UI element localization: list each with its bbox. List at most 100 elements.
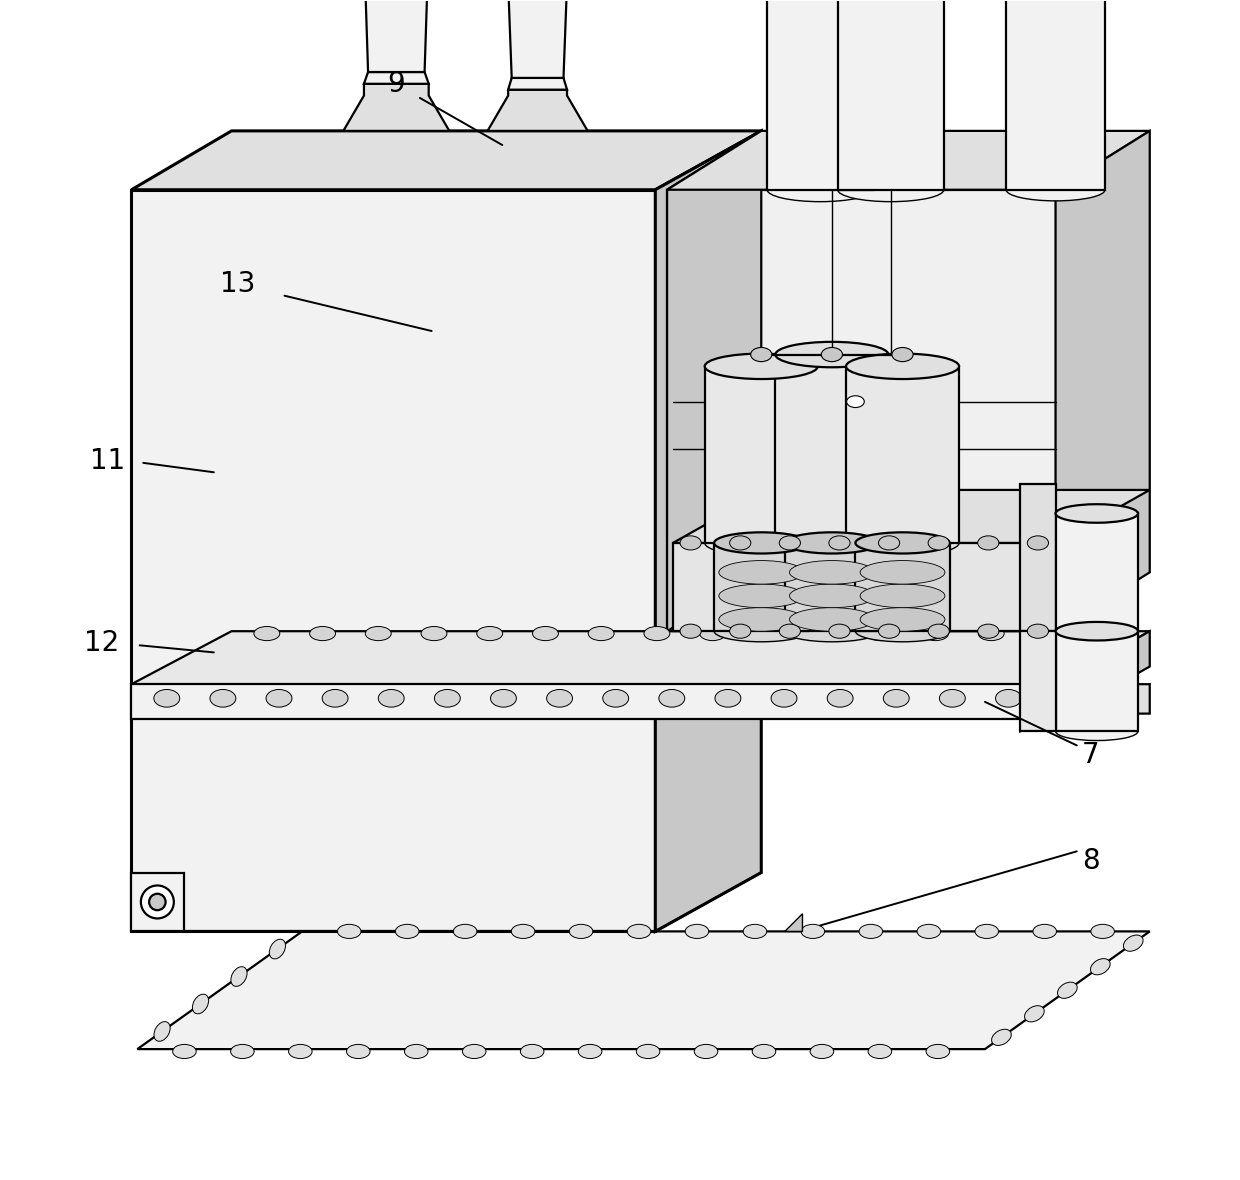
- Ellipse shape: [699, 627, 725, 641]
- Polygon shape: [508, 78, 567, 90]
- Text: 11: 11: [91, 446, 125, 474]
- Polygon shape: [1055, 631, 1138, 732]
- Text: 12: 12: [84, 629, 119, 657]
- Ellipse shape: [154, 689, 180, 707]
- Ellipse shape: [714, 532, 808, 553]
- Ellipse shape: [878, 536, 900, 550]
- Ellipse shape: [511, 924, 534, 938]
- Ellipse shape: [719, 560, 804, 584]
- Ellipse shape: [859, 924, 883, 938]
- Polygon shape: [667, 131, 761, 631]
- Polygon shape: [856, 543, 950, 631]
- Ellipse shape: [801, 924, 825, 938]
- Polygon shape: [1021, 484, 1055, 631]
- Polygon shape: [714, 543, 808, 631]
- Ellipse shape: [1006, 178, 1105, 201]
- Ellipse shape: [868, 1044, 892, 1058]
- Polygon shape: [131, 872, 185, 931]
- Polygon shape: [1055, 131, 1149, 631]
- Polygon shape: [361, 0, 432, 72]
- Polygon shape: [673, 490, 1149, 543]
- Ellipse shape: [210, 689, 236, 707]
- Ellipse shape: [785, 621, 879, 642]
- Ellipse shape: [828, 624, 851, 638]
- Ellipse shape: [977, 536, 999, 550]
- Ellipse shape: [454, 924, 477, 938]
- Ellipse shape: [532, 627, 558, 641]
- Ellipse shape: [476, 627, 502, 641]
- Ellipse shape: [775, 530, 888, 556]
- Ellipse shape: [569, 924, 593, 938]
- Ellipse shape: [627, 924, 651, 938]
- Ellipse shape: [254, 627, 280, 641]
- Ellipse shape: [404, 1044, 428, 1058]
- Ellipse shape: [422, 627, 446, 641]
- Ellipse shape: [975, 924, 998, 938]
- Ellipse shape: [821, 347, 842, 361]
- Ellipse shape: [1090, 627, 1116, 641]
- Polygon shape: [655, 131, 761, 931]
- Ellipse shape: [686, 924, 709, 938]
- Polygon shape: [838, 0, 944, 190]
- Ellipse shape: [396, 924, 419, 938]
- Ellipse shape: [192, 995, 208, 1014]
- Ellipse shape: [785, 532, 879, 553]
- Ellipse shape: [719, 584, 804, 608]
- Ellipse shape: [768, 178, 873, 202]
- Ellipse shape: [753, 1044, 776, 1058]
- Polygon shape: [1021, 684, 1149, 732]
- Ellipse shape: [856, 621, 950, 642]
- Ellipse shape: [289, 1044, 312, 1058]
- Ellipse shape: [1055, 622, 1138, 641]
- Polygon shape: [785, 543, 879, 631]
- Polygon shape: [131, 190, 655, 931]
- Polygon shape: [785, 913, 802, 931]
- Ellipse shape: [838, 178, 944, 202]
- Ellipse shape: [547, 689, 573, 707]
- Ellipse shape: [521, 1044, 544, 1058]
- Ellipse shape: [149, 893, 166, 910]
- Ellipse shape: [750, 347, 771, 361]
- Ellipse shape: [892, 347, 913, 361]
- Text: 7: 7: [1083, 741, 1100, 769]
- Polygon shape: [505, 0, 570, 78]
- Ellipse shape: [310, 627, 336, 641]
- Polygon shape: [138, 931, 1149, 1049]
- Ellipse shape: [883, 689, 909, 707]
- Ellipse shape: [847, 395, 864, 407]
- Ellipse shape: [779, 624, 801, 638]
- Ellipse shape: [861, 560, 945, 584]
- Ellipse shape: [704, 530, 817, 556]
- Ellipse shape: [378, 689, 404, 707]
- Ellipse shape: [811, 627, 837, 641]
- Ellipse shape: [1055, 722, 1138, 741]
- Polygon shape: [1006, 0, 1105, 190]
- Ellipse shape: [856, 532, 950, 553]
- Ellipse shape: [828, 536, 851, 550]
- Ellipse shape: [231, 966, 247, 986]
- Ellipse shape: [846, 354, 959, 379]
- Polygon shape: [131, 131, 761, 190]
- Polygon shape: [1021, 631, 1055, 732]
- Ellipse shape: [1055, 504, 1138, 523]
- Ellipse shape: [978, 627, 1004, 641]
- Ellipse shape: [940, 689, 965, 707]
- Ellipse shape: [141, 885, 174, 918]
- Ellipse shape: [1033, 924, 1056, 938]
- Ellipse shape: [322, 689, 348, 707]
- Ellipse shape: [977, 624, 999, 638]
- Ellipse shape: [603, 689, 629, 707]
- Ellipse shape: [337, 924, 361, 938]
- Ellipse shape: [743, 924, 766, 938]
- Polygon shape: [775, 354, 888, 543]
- Ellipse shape: [790, 560, 874, 584]
- Ellipse shape: [928, 624, 950, 638]
- Ellipse shape: [1090, 958, 1110, 975]
- Ellipse shape: [1091, 924, 1115, 938]
- Ellipse shape: [1027, 624, 1049, 638]
- Ellipse shape: [928, 536, 950, 550]
- Ellipse shape: [992, 1029, 1012, 1045]
- Ellipse shape: [755, 627, 781, 641]
- Ellipse shape: [729, 624, 751, 638]
- Ellipse shape: [719, 608, 804, 631]
